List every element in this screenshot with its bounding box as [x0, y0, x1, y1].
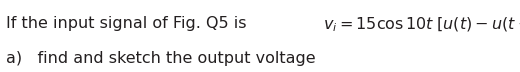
Text: $v_i = 15\cos 10t\;[u(t) - u(t-10)]$: $v_i = 15\cos 10t\;[u(t) - u(t-10)]$ — [323, 16, 520, 34]
Text: a)   find and sketch the output voltage: a) find and sketch the output voltage — [6, 51, 316, 66]
Text: If the input signal of Fig. Q5 is: If the input signal of Fig. Q5 is — [6, 16, 252, 31]
